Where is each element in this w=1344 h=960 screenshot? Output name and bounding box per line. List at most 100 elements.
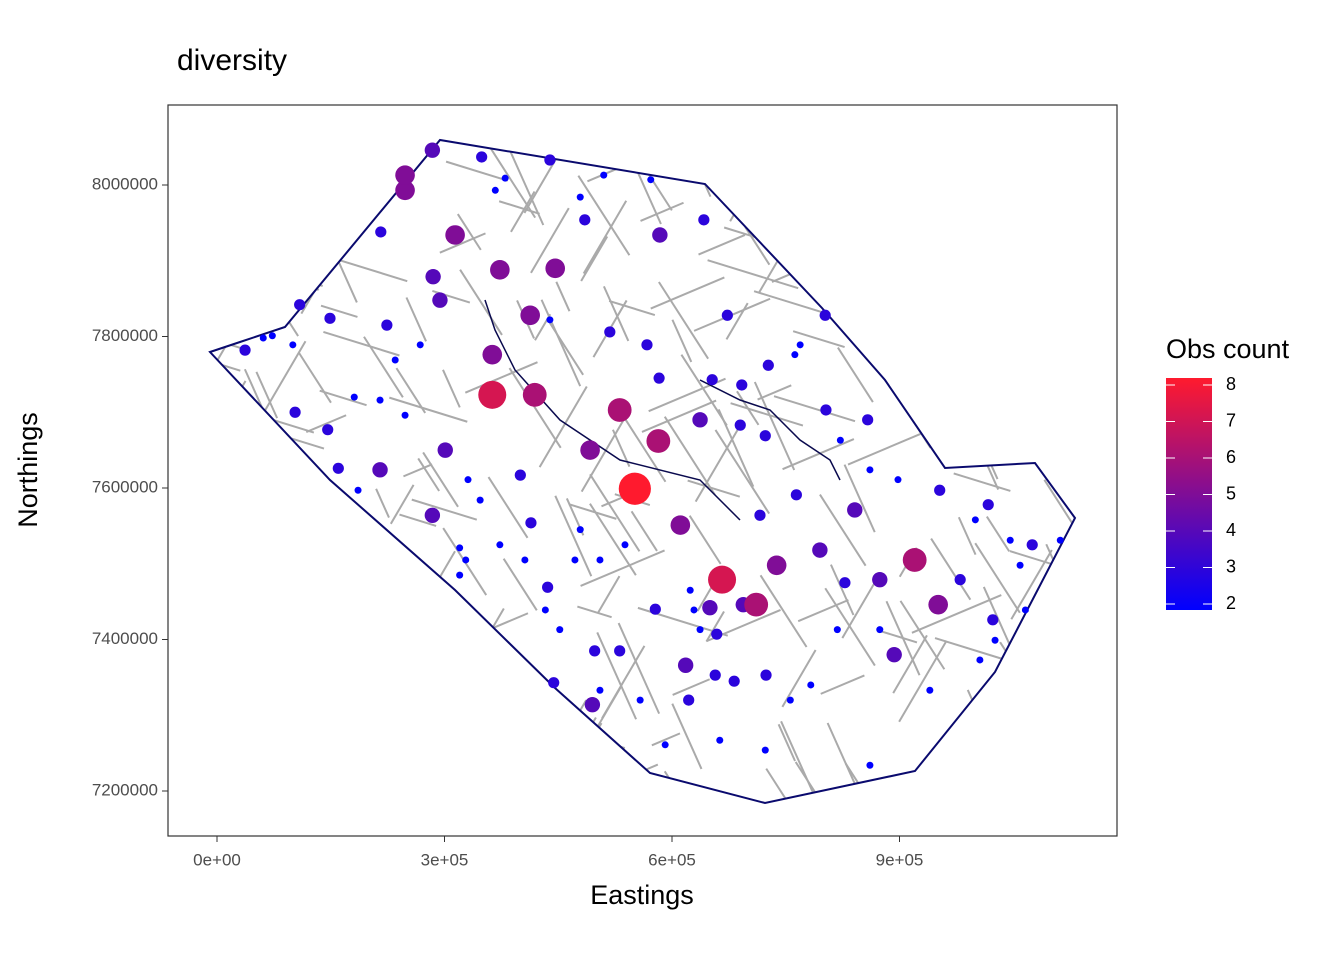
point (596, 556, 604, 564)
chart-title: diversity (177, 44, 287, 77)
transect-line (255, 371, 279, 419)
transect-line (442, 369, 461, 408)
point (796, 341, 804, 349)
x-tick-label: 6e+05 (648, 850, 696, 869)
transect-line (744, 226, 771, 266)
point (652, 227, 668, 243)
transect-line (498, 200, 540, 215)
transect-line (641, 399, 717, 433)
point (548, 677, 560, 689)
transect-line (847, 427, 933, 466)
point (1016, 561, 1024, 569)
point (683, 694, 695, 706)
transect-line (879, 629, 918, 644)
point (934, 484, 946, 496)
transect-line (568, 503, 617, 520)
point (820, 404, 832, 416)
transect-line (298, 352, 332, 404)
x-tick-label: 0e+00 (193, 850, 241, 869)
transect-line (389, 484, 415, 525)
point (546, 316, 554, 324)
transect-line (782, 438, 855, 471)
point (790, 489, 802, 501)
transect-line (395, 367, 427, 414)
point (350, 393, 358, 401)
point (734, 419, 746, 431)
point (259, 334, 267, 342)
transect-line (650, 276, 725, 310)
transect-line (596, 632, 638, 720)
point (1026, 539, 1038, 551)
point (1056, 536, 1064, 544)
point (445, 225, 465, 245)
transect-line (714, 429, 770, 515)
transect-line (602, 285, 630, 342)
point (604, 326, 616, 338)
point (607, 398, 632, 422)
transect-line (705, 610, 725, 642)
transect-line (554, 495, 593, 577)
point (239, 344, 251, 356)
transect-line (538, 385, 588, 468)
point (322, 424, 334, 436)
point (653, 372, 665, 384)
point (621, 541, 629, 549)
point (376, 396, 384, 404)
transect-line (725, 302, 749, 340)
transect-line (580, 549, 665, 587)
plot-panel (167, 104, 1118, 837)
transect-line (957, 516, 977, 556)
transect-line (899, 600, 946, 670)
transect-line (464, 361, 538, 394)
point (847, 502, 863, 518)
transect-line (582, 200, 628, 275)
x-axis-label: Eastings (590, 880, 694, 910)
point (424, 507, 441, 523)
y-tick-label: 7600000 (92, 477, 158, 496)
y-tick-label: 8000000 (92, 174, 158, 193)
point (636, 696, 644, 704)
transect-line (589, 473, 641, 552)
point (692, 412, 708, 428)
river-line (484, 299, 841, 521)
point (395, 180, 415, 201)
transect-line (837, 347, 874, 403)
transect-line (930, 537, 972, 601)
point (395, 165, 415, 185)
transect-line (780, 720, 818, 803)
point (786, 696, 794, 704)
transect-line (658, 281, 709, 360)
colorbar-tick-label: 7 (1226, 410, 1236, 430)
point (649, 603, 661, 615)
point (482, 344, 503, 365)
transect-line (773, 395, 856, 423)
transect-line (305, 414, 347, 433)
colorbar-tick-label: 6 (1226, 447, 1236, 467)
point (1006, 536, 1014, 544)
point (268, 332, 276, 340)
point (698, 214, 710, 226)
transect-line (612, 429, 631, 468)
point (456, 544, 464, 552)
transect-line (530, 207, 570, 274)
transect-line (320, 304, 358, 318)
point (596, 686, 604, 694)
x-tick-label: 9e+05 (876, 850, 924, 869)
transect-line (487, 476, 529, 539)
region-boundary (208, 138, 1077, 805)
transect-line (651, 732, 681, 747)
point (381, 319, 393, 331)
point (525, 517, 537, 529)
colorbar-tick-label: 2 (1226, 593, 1236, 613)
point (647, 176, 655, 184)
colorbar-tick-label: 5 (1226, 483, 1236, 503)
point (670, 515, 691, 535)
transect-line (687, 479, 741, 498)
point (760, 669, 772, 681)
transect-line (456, 213, 482, 251)
transect-line (399, 513, 437, 527)
transect-line (422, 451, 459, 508)
transect-line (417, 457, 440, 492)
transect-line (577, 175, 631, 256)
